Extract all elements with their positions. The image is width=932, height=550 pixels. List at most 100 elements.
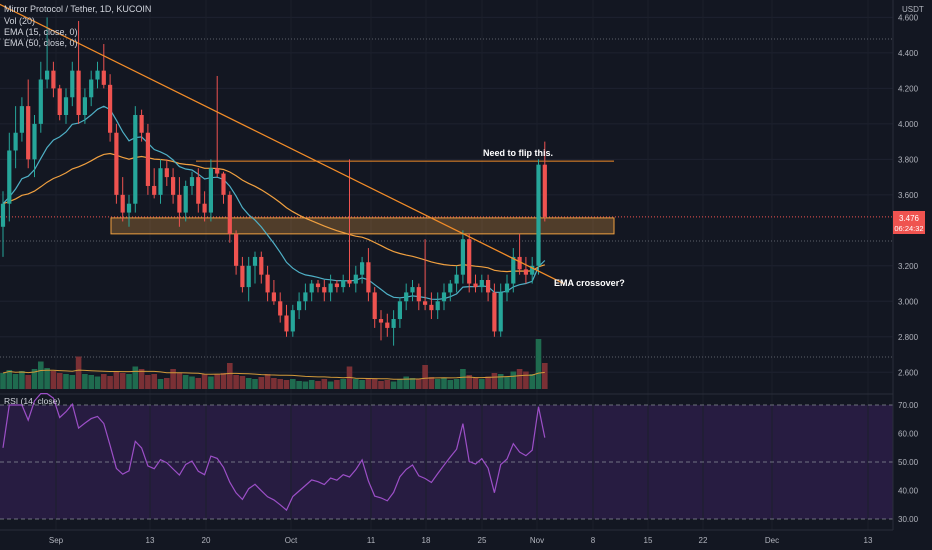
- time-tick-label: 20: [202, 536, 211, 545]
- volume-bar: [434, 379, 441, 389]
- candle: [454, 265, 459, 293]
- candle: [19, 97, 24, 142]
- candle: [360, 256, 365, 284]
- time-tick-label: 22: [699, 536, 708, 545]
- volume-bar: [441, 378, 447, 389]
- candle: [334, 280, 339, 293]
- volume-bar: [239, 376, 246, 389]
- volume-bar: [353, 379, 359, 389]
- rsi-line: [2, 393, 546, 512]
- price-tick-label: 4.400: [898, 49, 919, 58]
- candle: [511, 248, 516, 293]
- volume-bar: [208, 376, 214, 389]
- candle: [76, 20, 81, 124]
- volume-bar: [296, 381, 302, 389]
- volume-bar: [277, 379, 283, 389]
- candle: [38, 61, 43, 133]
- candle: [473, 274, 478, 293]
- price-tick-label: 3.200: [898, 262, 919, 271]
- volume-bar: [138, 369, 145, 389]
- time-tick-label: Nov: [530, 536, 544, 545]
- volume-bar: [233, 375, 239, 389]
- candle: [51, 61, 56, 98]
- candle: [309, 280, 314, 302]
- candle: [246, 256, 251, 302]
- volume-bar: [510, 371, 517, 389]
- candle: [284, 304, 289, 337]
- candle: [215, 75, 220, 178]
- price-tick-label: 2.600: [898, 368, 919, 377]
- volume-bar: [6, 370, 13, 389]
- volume-bar: [523, 371, 529, 389]
- candle: [297, 292, 302, 320]
- ema15-line: [2, 105, 546, 301]
- volume-bar: [321, 379, 328, 389]
- rsi-label: RSI (14, close): [4, 396, 60, 406]
- volume-bar: [252, 379, 258, 389]
- candle: [240, 256, 245, 293]
- volume-bar: [0, 373, 6, 389]
- volume-bar: [491, 373, 498, 389]
- candle: [410, 280, 415, 302]
- ema-lines: [2, 105, 546, 301]
- volume-bar: [88, 375, 94, 389]
- time-tick-label: 8: [591, 536, 596, 545]
- volume-bar: [302, 381, 309, 389]
- candle: [114, 123, 119, 204]
- candle: [177, 177, 182, 227]
- candle: [467, 233, 472, 293]
- volume-bar: [44, 368, 50, 389]
- volume-bar: [447, 380, 454, 389]
- time-axis: Sep 13 20 Oct 11 18 25 Nov 8 15 22 Dec 13: [0, 529, 893, 545]
- candle: [0, 191, 6, 257]
- rsi-tick-label: 30.00: [898, 515, 919, 524]
- candle: [208, 159, 213, 222]
- indicator-ema15: EMA (15, close, 0): [4, 27, 78, 37]
- candle: [57, 84, 62, 121]
- time-tick-label: Dec: [765, 536, 779, 545]
- volume-bar: [371, 379, 378, 389]
- volume-bar: [12, 374, 19, 389]
- volume-bar: [227, 363, 233, 389]
- volume-bar: [472, 378, 479, 389]
- candle: [460, 230, 465, 284]
- candle: [133, 106, 138, 213]
- candle: [7, 132, 12, 222]
- time-tick-label: 13: [864, 536, 873, 545]
- price-tick-label: 4.600: [898, 13, 919, 22]
- volume-bar: [151, 374, 157, 389]
- volume-bar: [453, 379, 460, 389]
- volume-bar: [126, 374, 132, 389]
- candle: [448, 280, 453, 302]
- volume-bar: [359, 380, 365, 389]
- volume-bar: [75, 356, 82, 389]
- volume-bar: [38, 361, 44, 389]
- candle: [523, 256, 528, 284]
- candle: [63, 88, 69, 124]
- volume-bar: [390, 381, 397, 389]
- candle: [13, 106, 18, 169]
- volume-bar: [264, 374, 271, 389]
- volume-bar: [308, 380, 315, 389]
- candle: [366, 248, 371, 302]
- currency-label: USDT: [902, 5, 924, 14]
- volume-bar: [145, 375, 151, 389]
- volume-bar: [31, 369, 38, 389]
- volume-bar: [397, 379, 403, 389]
- candle: [385, 313, 390, 337]
- candle: [120, 177, 125, 222]
- indicator-ema50: EMA (50, close, 0): [4, 38, 78, 48]
- candle: [328, 274, 333, 302]
- ema50-line: [2, 152, 545, 273]
- volume-bar: [245, 378, 252, 389]
- volume-bar: [176, 373, 183, 389]
- time-tick-label: Oct: [285, 536, 298, 545]
- price-tag-value: 3.476: [899, 214, 920, 223]
- volume-bar: [290, 379, 296, 389]
- candle: [378, 310, 384, 341]
- price-tick-label: 2.800: [898, 333, 919, 342]
- volume-bar: [416, 379, 422, 389]
- candle: [101, 44, 106, 89]
- candle: [26, 79, 31, 169]
